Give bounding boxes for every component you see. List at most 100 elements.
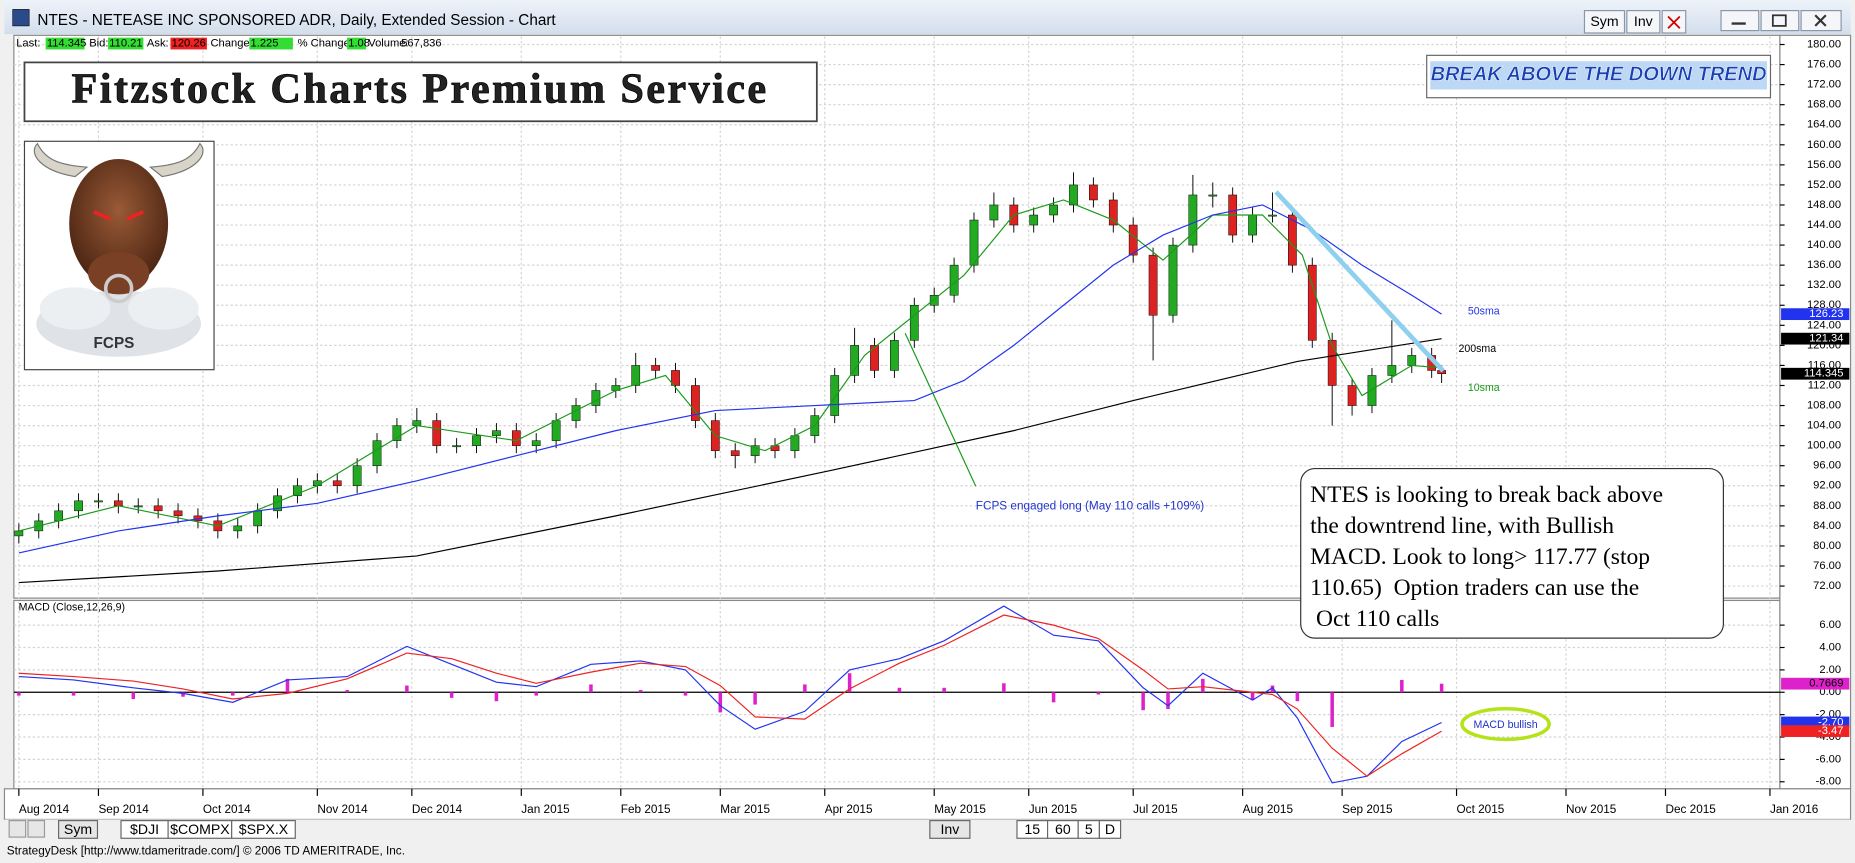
y-tick-label: 76.00 — [1813, 560, 1841, 572]
candle-body — [1268, 214, 1277, 217]
value-tag — [1781, 308, 1850, 321]
candle-body — [1347, 385, 1357, 406]
histogram-bar — [230, 692, 235, 696]
inv-button[interactable] — [1626, 10, 1661, 34]
histogram-bar — [897, 687, 902, 693]
downtrend-line — [1274, 190, 1445, 373]
logo-box — [23, 61, 818, 123]
candle-body — [352, 465, 362, 487]
value-tag — [1781, 367, 1850, 380]
candle-body — [671, 370, 680, 386]
y-tick-label: 160.00 — [1807, 139, 1841, 151]
quote-label: Volume: — [368, 38, 408, 50]
close-icon — [1667, 15, 1681, 29]
histogram-bar — [181, 692, 185, 697]
candle-body — [890, 340, 899, 371]
banner-fill — [1430, 61, 1767, 90]
histogram-bar — [405, 685, 409, 693]
period-tab[interactable] — [929, 820, 971, 839]
candle-body — [233, 525, 243, 532]
candle-body — [830, 375, 840, 416]
commentary-line: Oct 110 calls — [1310, 606, 1439, 632]
histogram-bar — [1400, 679, 1404, 693]
candle-body — [571, 405, 581, 421]
y-tick-label: -6.00 — [1816, 753, 1841, 765]
date-axis-area — [3, 788, 1852, 821]
value-tag — [1781, 716, 1850, 729]
commentary-box — [1300, 467, 1724, 639]
quote-value-box — [347, 37, 366, 50]
candle-body — [750, 445, 760, 456]
histogram-bar — [17, 692, 21, 696]
commentary-line: MACD. Look to long> 117.77 (stop — [1310, 544, 1650, 570]
macd-line — [18, 614, 1442, 777]
sma-label: 50sma — [1468, 306, 1500, 318]
y-tick-label: 132.00 — [1807, 279, 1841, 291]
candle-body — [651, 365, 660, 371]
x-tick-label: Sep 2014 — [98, 803, 149, 816]
candle-body — [1248, 214, 1257, 236]
histogram-bar — [345, 690, 349, 693]
inv-button-label: Inv — [1634, 13, 1653, 29]
quote-label: Change: — [210, 38, 252, 50]
candle-body — [591, 390, 601, 406]
candle-body — [1128, 224, 1138, 256]
candle-body — [1367, 375, 1377, 406]
entry-note: FCPS engaged long (May 110 calls +109%) — [976, 499, 1204, 512]
quote-value-box — [45, 37, 85, 50]
histogram-bar — [1051, 692, 1056, 703]
sym-button[interactable] — [1583, 10, 1626, 34]
sma-label: 10sma — [1468, 382, 1500, 394]
candle-body — [392, 425, 402, 441]
logo-caption: FCPS — [94, 335, 135, 352]
histogram-bar — [131, 692, 136, 699]
histogram-bar — [1201, 678, 1205, 693]
y-tick-label: 96.00 — [1813, 460, 1841, 472]
histogram-bar — [1166, 692, 1170, 710]
x-tick-label: Jul 2015 — [1133, 803, 1178, 816]
x-tick-label: Nov 2014 — [317, 803, 368, 816]
y-tick-label: 136.00 — [1807, 259, 1841, 271]
value-tag — [1781, 725, 1850, 737]
symbol-tab[interactable] — [58, 820, 99, 839]
candle-body — [74, 500, 83, 512]
commentary-line: 110.65) Option traders can use the — [1310, 575, 1639, 601]
sma-line — [18, 204, 1442, 554]
x-tick-label: Mar 2015 — [720, 803, 770, 816]
histogram-bar — [1141, 692, 1145, 711]
candle-body — [1327, 340, 1337, 386]
y-tick-label: 164.00 — [1807, 119, 1841, 131]
quote-value: 567,836 — [401, 38, 441, 50]
histogram-bar — [449, 692, 454, 698]
commentary-line: NTES is looking to break back above — [1310, 482, 1663, 508]
tabs: Sym $DJI $COMPX $SPX.X Inv 15 60 5 D — [8, 820, 1122, 839]
close-window-icon — [1814, 14, 1827, 27]
histogram-bar — [1439, 683, 1444, 693]
candle-body — [631, 365, 641, 386]
entry-pointer — [904, 332, 977, 487]
candle-body — [1049, 204, 1058, 216]
quote-value: 114.345 — [47, 38, 87, 50]
candle-body — [691, 385, 700, 421]
histogram-bar — [1002, 683, 1006, 693]
candle-body — [531, 440, 541, 446]
histogram-bar — [638, 690, 643, 693]
restore-button[interactable] — [1760, 10, 1800, 32]
y-tick-label: 6.00 — [1819, 619, 1841, 631]
scroll-button[interactable] — [27, 820, 46, 838]
symbol-tab[interactable] — [231, 820, 296, 839]
value-tag-label: 126.23 — [1809, 308, 1843, 320]
candle-body — [770, 445, 780, 451]
y-tick-label: 4.00 — [1819, 641, 1841, 653]
period-tab[interactable] — [1098, 820, 1122, 839]
window-title: NTES - NETEASE INC SPONSORED ADR, Daily,… — [37, 12, 556, 29]
candle-body — [94, 500, 103, 503]
candle-body — [293, 485, 302, 497]
candle-body — [730, 450, 740, 456]
minimize-button[interactable] — [1720, 10, 1760, 32]
sym-button-label: Sym — [1590, 13, 1618, 29]
histogram-bar — [1270, 685, 1275, 693]
logo-text: Fitzstock Charts Premium Service — [72, 66, 769, 113]
scroll-button[interactable] — [8, 820, 27, 838]
